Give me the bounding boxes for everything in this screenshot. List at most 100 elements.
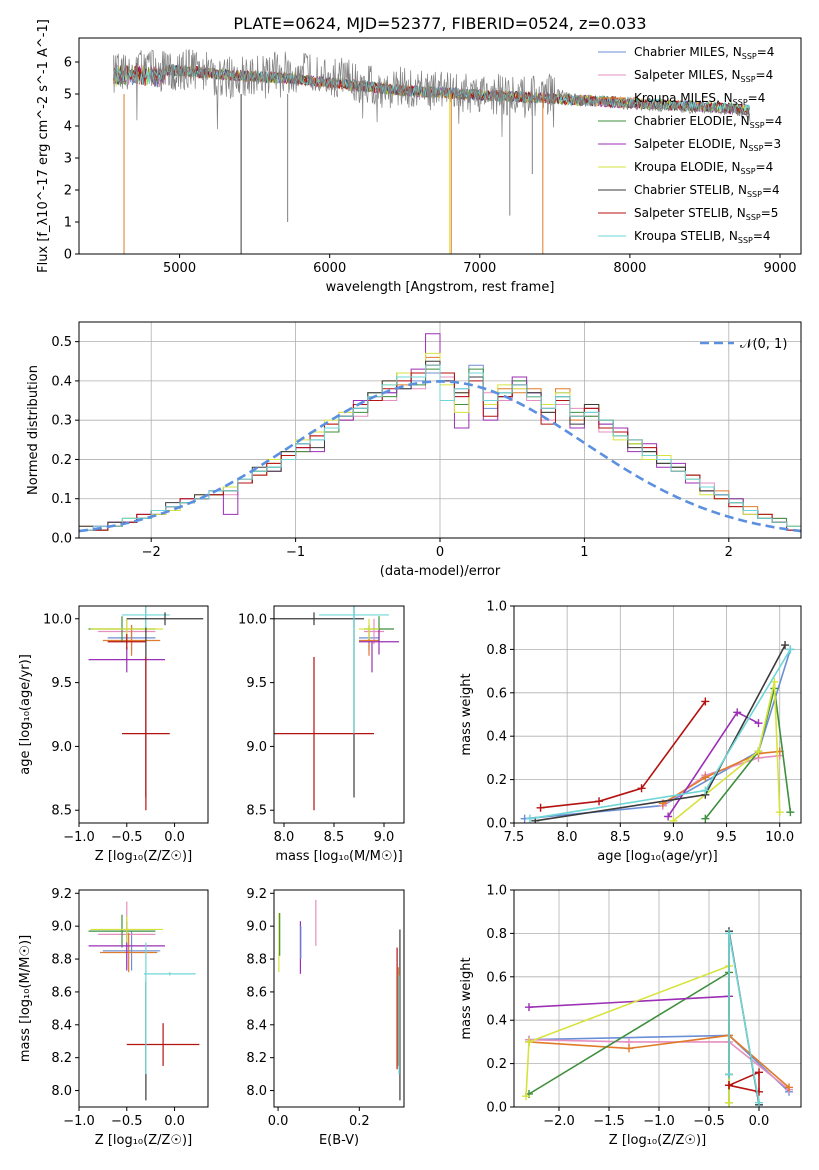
y-tick-label: 0.0 — [51, 532, 72, 547]
x-tick-label: 9.5 — [716, 830, 737, 845]
x-tick-label: −2.0 — [543, 1114, 575, 1129]
x-axis-label: mass [log₁₀(M/M☉)] — [275, 849, 402, 864]
series-line — [524, 649, 792, 820]
y-tick-label: 4 — [64, 120, 72, 135]
series-line — [535, 644, 786, 822]
y-tick-label: 0 — [64, 248, 72, 263]
y-tick-label: 9.0 — [246, 740, 267, 755]
legend-value: =4 — [756, 160, 774, 174]
data-marker — [625, 1044, 633, 1053]
data-marker — [733, 708, 742, 717]
mass-weight-vs-age-panel: 7.5 8.0 8.5 9.0 9.5 10.0 0.0 0.2 0.4 0.6 0.8 1.0 age… — [459, 600, 802, 864]
x-axis-label: (data-model)/error — [380, 564, 501, 579]
y-tick-label: 0.0 — [486, 817, 507, 832]
y-tick-label: 9.2 — [246, 887, 267, 902]
x-tick-label: 8000 — [613, 261, 646, 276]
mass-vs-extinction-panel: 0.0 0.2 8.0 8.2 8.4 8.6 8.8 9.0 9.2 E(B-V) — [246, 887, 405, 1148]
x-tick-label: −1.0 — [63, 830, 95, 845]
y-tick-label: 0.8 — [486, 927, 507, 942]
legend-subscript: SSP — [741, 167, 756, 176]
y-tick-label: 9.5 — [246, 676, 267, 691]
legend-value: =4 — [762, 183, 780, 197]
data-marker — [701, 814, 710, 823]
legend-value: =4 — [765, 114, 783, 128]
y-axis-label: mass [log₁₀(M/M☉)] — [18, 935, 33, 1062]
x-tick-label: 7000 — [463, 261, 496, 276]
y-tick-label: 8.8 — [246, 953, 267, 968]
plot-area — [520, 641, 795, 823]
y-tick-label: 0.6 — [486, 970, 507, 985]
y-tick-label: 9.0 — [246, 920, 267, 935]
x-tick-label: 8.5 — [610, 830, 631, 845]
mass-weight-vs-metallicity-panel: −2.0 −1.5 −1.0 −0.5 0.0 0.0 0.2 0.4 0.6 0.8 1.0 Z [… — [459, 884, 802, 1148]
legend-label: Chabrier MILES, NSSP=4 — [634, 45, 774, 61]
axes-frame — [78, 37, 802, 255]
histogram-series — [79, 364, 801, 538]
legend-label: Chabrier STELIB, NSSP=4 — [634, 183, 780, 199]
y-tick-label: 8.2 — [246, 1051, 267, 1066]
series-line — [540, 701, 706, 809]
age-vs-mass-panel: 8.0 8.5 9.0 8.5 9.0 9.5 10.0 mass [log₁₀(M/M☉)] — [238, 605, 405, 864]
legend-label: Kroupa MILES, NSSP=4 — [634, 91, 765, 107]
y-tick-label: 2 — [64, 184, 72, 199]
x-tick-label: −0.5 — [693, 1114, 725, 1129]
x-tick-label: 8.0 — [557, 830, 578, 845]
x-tick-label: 8.5 — [324, 830, 345, 845]
y-tick-label: 0.4 — [51, 374, 72, 389]
data-marker — [536, 803, 545, 812]
y-tick-label: 8.6 — [246, 985, 267, 1000]
legend-subscript: SSP — [746, 213, 761, 222]
x-tick-label: −1.5 — [593, 1114, 625, 1129]
x-axis-label: wavelength [Angstrom, rest frame] — [326, 280, 555, 295]
data-marker — [754, 719, 763, 728]
y-tick-label: 0.2 — [486, 1057, 507, 1072]
y-tick-label: 1 — [64, 216, 72, 231]
y-tick-label: 1.0 — [486, 884, 507, 899]
data-marker — [755, 1098, 763, 1107]
y-tick-label: 10.0 — [238, 612, 267, 627]
legend-subscript: SSP — [750, 121, 765, 130]
legend-label: Chabrier ELODIE, NSSP=4 — [634, 114, 782, 130]
y-tick-label: 9.5 — [51, 676, 72, 691]
plot-area — [522, 927, 793, 1107]
x-tick-label: 2 — [725, 545, 733, 560]
x-axis-label: age [log₁₀(age/yr)] — [597, 849, 718, 864]
series-line — [667, 711, 759, 817]
data-marker — [525, 814, 534, 823]
x-tick-label: −1.0 — [63, 1114, 95, 1129]
legend-subscript: SSP — [747, 190, 762, 199]
series-line — [728, 1071, 760, 1093]
y-tick-label: 8.0 — [51, 1084, 72, 1099]
data-marker — [770, 677, 779, 686]
plot-area — [88, 606, 204, 811]
axes-frame — [273, 889, 405, 1108]
y-tick-label: 8.0 — [246, 1084, 267, 1099]
y-tick-label: 8.4 — [246, 1018, 267, 1033]
data-marker — [786, 808, 795, 817]
axes-frame — [78, 889, 209, 1108]
x-tick-label: 9.0 — [663, 830, 684, 845]
x-tick-label: 10.0 — [765, 830, 794, 845]
data-marker — [775, 808, 784, 817]
data-marker — [781, 641, 790, 650]
y-tick-label: 0.8 — [486, 643, 507, 658]
legend-label: 𝒩(0, 1) — [740, 337, 787, 352]
y-axis-label: Normed distribution — [26, 365, 41, 495]
x-tick-label: 0.0 — [749, 1114, 770, 1129]
series-line — [529, 648, 792, 820]
data-marker — [637, 784, 646, 793]
x-tick-label: 6000 — [313, 261, 346, 276]
data-marker — [725, 1070, 733, 1079]
x-tick-label: −0.5 — [111, 830, 143, 845]
plot-area — [113, 48, 751, 254]
y-tick-label: 6 — [64, 56, 72, 71]
y-tick-label: 9.0 — [51, 920, 72, 935]
data-marker — [725, 929, 733, 938]
x-tick-label: 1 — [580, 545, 588, 560]
x-tick-label: 7.5 — [504, 830, 525, 845]
y-tick-label: 8.8 — [51, 953, 72, 968]
x-axis-label: Z [log₁₀(Z/Z☉)] — [609, 1133, 706, 1148]
data-marker — [786, 645, 795, 654]
x-axis-label: Z [log₁₀(Z/Z☉)] — [95, 849, 192, 864]
